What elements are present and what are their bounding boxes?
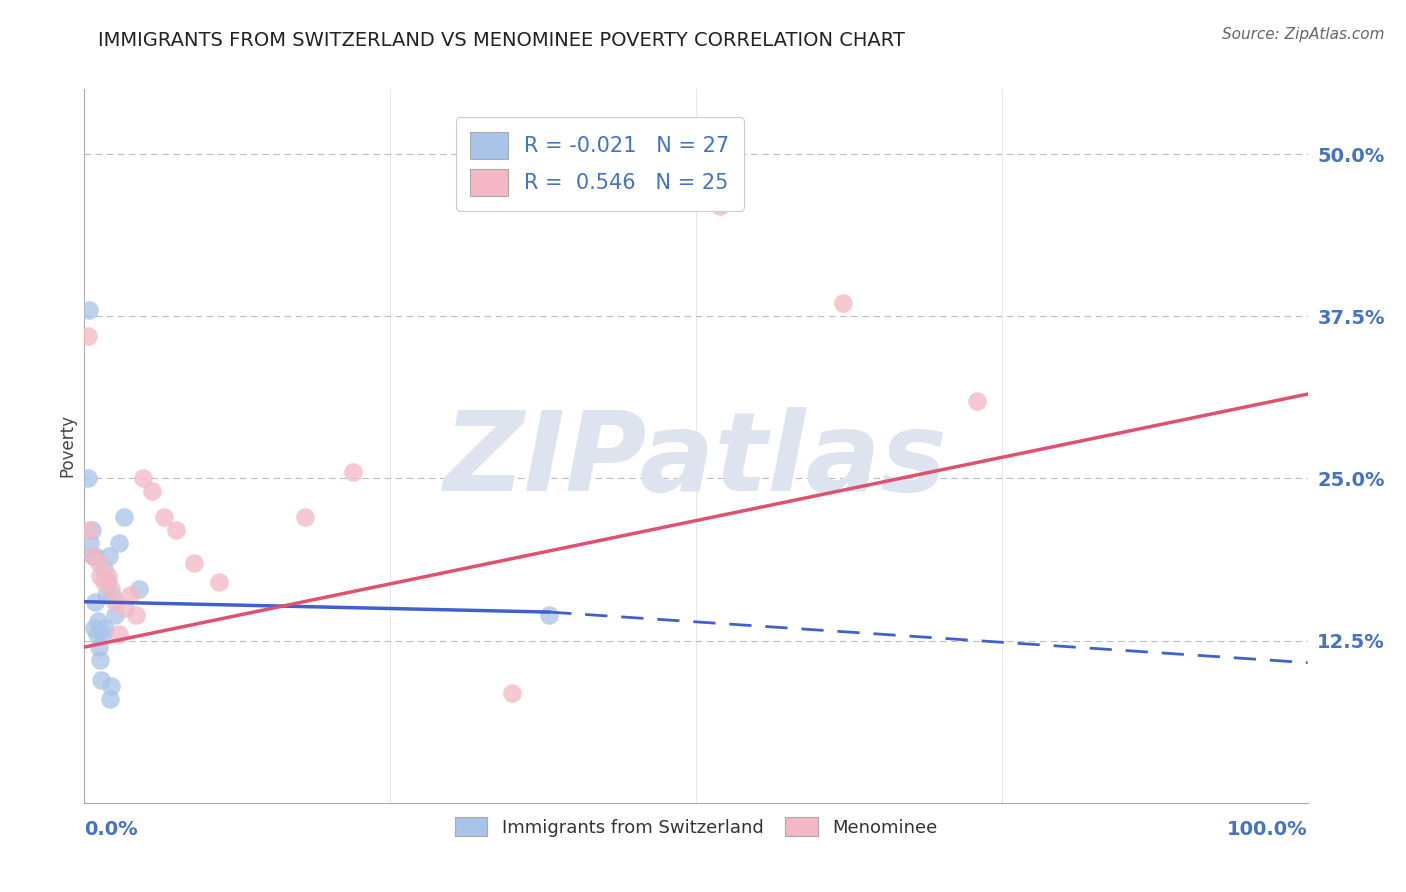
Point — [97, 549, 120, 564]
Point — [100, 679, 122, 693]
Point — [101, 588, 124, 602]
Point — [502, 685, 524, 699]
Point — [709, 199, 731, 213]
Point — [83, 621, 105, 635]
Point — [93, 575, 115, 590]
Text: ZIPatlas: ZIPatlas — [444, 407, 948, 514]
Point — [93, 562, 115, 576]
Point — [112, 510, 135, 524]
Text: IMMIGRANTS FROM SWITZERLAND VS MENOMINEE POVERTY CORRELATION CHART: IMMIGRANTS FROM SWITZERLAND VS MENOMINEE… — [98, 31, 905, 50]
Point — [77, 302, 100, 317]
Point — [87, 556, 110, 570]
Point — [141, 484, 163, 499]
Point — [208, 575, 231, 590]
Y-axis label: Poverty: Poverty — [58, 415, 76, 477]
Point — [342, 465, 364, 479]
Point — [77, 471, 100, 485]
Point — [94, 621, 117, 635]
Point — [89, 653, 111, 667]
Point — [77, 524, 100, 538]
Point — [107, 627, 129, 641]
Point — [80, 524, 103, 538]
Point — [107, 536, 129, 550]
Point — [96, 588, 118, 602]
Text: 100.0%: 100.0% — [1227, 820, 1308, 838]
Point — [97, 568, 120, 582]
Point — [118, 588, 141, 602]
Point — [82, 549, 104, 564]
Legend: Immigrants from Switzerland, Menominee: Immigrants from Switzerland, Menominee — [447, 810, 945, 844]
Point — [128, 582, 150, 596]
Point — [183, 556, 205, 570]
Point — [114, 601, 136, 615]
Point — [153, 510, 176, 524]
Text: Source: ZipAtlas.com: Source: ZipAtlas.com — [1222, 27, 1385, 42]
Point — [84, 595, 107, 609]
Point — [87, 640, 110, 654]
Point — [165, 524, 187, 538]
Point — [831, 296, 853, 310]
Point — [98, 692, 121, 706]
Point — [87, 614, 110, 628]
Point — [84, 549, 107, 564]
Point — [125, 607, 148, 622]
Point — [90, 673, 112, 687]
Point — [294, 510, 316, 524]
Point — [77, 328, 100, 343]
Text: 0.0%: 0.0% — [84, 820, 138, 838]
Point — [89, 568, 111, 582]
Point — [104, 607, 127, 622]
Point — [100, 582, 122, 596]
Point — [104, 595, 127, 609]
Point — [82, 549, 104, 564]
Point — [97, 575, 120, 590]
Point — [966, 393, 988, 408]
Point — [91, 627, 114, 641]
Point — [538, 607, 561, 622]
Point — [132, 471, 155, 485]
Point — [86, 627, 108, 641]
Point — [79, 536, 101, 550]
